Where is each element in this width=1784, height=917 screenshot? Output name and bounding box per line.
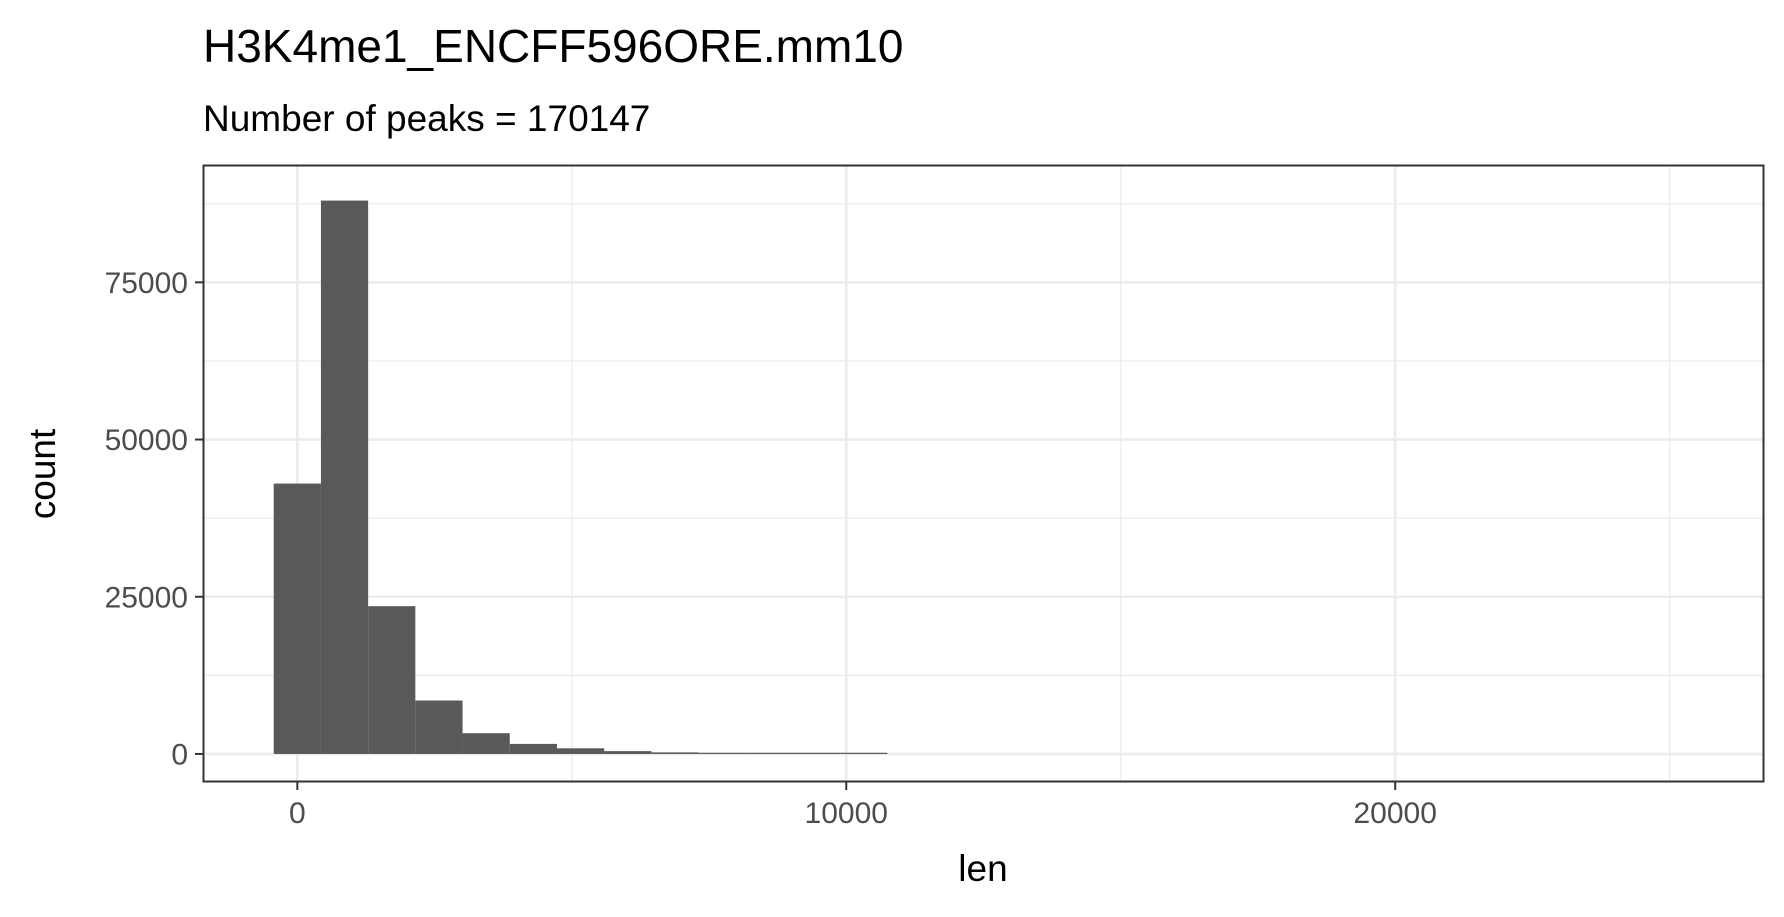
histogram-bar (462, 733, 510, 754)
y-tick-label: 75000 (105, 267, 188, 300)
histogram-bar (651, 752, 699, 754)
histogram-bar (509, 743, 557, 754)
histogram-bar (793, 752, 841, 754)
histogram-bar (273, 483, 321, 754)
chart-title: H3K4me1_ENCFF596ORE.mm10 (203, 20, 903, 72)
x-axis-title: len (958, 848, 1007, 889)
chart-subtitle: Number of peaks = 170147 (203, 98, 650, 139)
y-tick-label: 0 (171, 738, 188, 771)
histogram-bar (415, 700, 463, 754)
histogram-bar (604, 751, 652, 754)
histogram-bar (698, 752, 746, 754)
histogram-bars (273, 200, 888, 754)
histogram-bar (840, 752, 888, 754)
histogram-bar (368, 606, 416, 754)
x-tick-label: 20000 (1353, 797, 1436, 830)
y-axis: 0 25000 50000 75000 (105, 267, 204, 771)
histogram-bar (320, 200, 369, 754)
histogram-bar (556, 748, 605, 754)
grid-lines (204, 166, 1763, 781)
x-tick-label: 0 (289, 797, 306, 830)
y-axis-title: count (22, 428, 63, 519)
y-tick-label: 50000 (105, 424, 188, 457)
histogram-bar (745, 752, 794, 754)
y-tick-label: 25000 (105, 581, 188, 614)
x-tick-label: 10000 (805, 797, 888, 830)
x-axis: 0 10000 20000 (289, 781, 1437, 830)
plot-panel-border (202, 164, 1765, 783)
